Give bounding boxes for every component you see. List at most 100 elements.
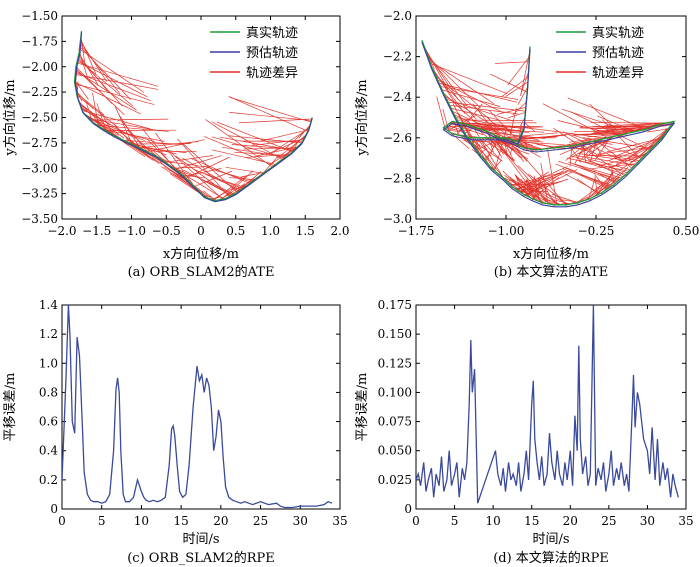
error-line [492,137,515,162]
error-line [477,144,497,173]
error-line [74,83,155,105]
x-axis-label: x方向位移/m [163,246,239,262]
error-line [442,89,501,107]
plot-area [62,305,333,509]
error-line [467,137,503,162]
error-line [446,98,514,122]
y-tick-label: 0.025 [378,473,412,487]
error-line [440,86,519,100]
error-line [478,137,502,161]
error-line [77,60,148,98]
error-line [86,102,93,122]
error-line [75,70,137,111]
error-line [205,119,273,168]
plot-frame [61,304,341,510]
error-line [521,180,552,205]
error-line [95,124,155,142]
y-axis-label: y方向位移/m [354,79,370,156]
y-tick-label: 0.150 [378,327,412,341]
error-line [552,198,571,205]
chart-b: −1.75 −1.00 −0.25 0.50 −2.0 −2.2 −2.4 −2.6 −2.8 −… [354,9,699,280]
error-line [174,168,225,200]
error-line [79,46,132,100]
x-tick-label: 0 [197,224,205,238]
error-line [164,155,213,163]
legend-label: 轨迹差异 [246,66,298,81]
error-line [508,107,517,141]
error-line [246,153,290,158]
x-tick-label: −1.00 [488,224,525,238]
error-line [203,190,217,201]
error-line [80,41,108,82]
error-line [567,97,647,130]
x-tick-label: −2.0 [47,224,76,238]
plot-area [416,305,679,504]
error-line [90,111,101,128]
error-line [114,104,133,145]
plot-frame [415,15,687,220]
error-line [436,96,445,127]
y-tick-label: 0 [50,502,58,516]
chart-c: 0 5 10 15 20 25 30 35 0 0.2 0.4 0.6 0.8 1.0 1.2 1.4 时间/s… [3,298,348,566]
chart-d: 0 5 10 15 20 25 30 35 0 0.025 0.050 0.075 0.100 0.125… [355,298,694,566]
error-line [597,115,636,133]
x-tick-label: 20 [213,514,228,528]
error-line [565,173,601,194]
error-line [524,181,555,206]
error-line [576,184,603,204]
error-line [490,73,528,93]
y-tick-label: −2.75 [21,136,58,150]
error-line [171,152,223,200]
error-line [497,127,523,132]
y-tick-label: −3.25 [21,187,58,201]
error-line [523,127,554,132]
error-line [572,134,643,158]
error-line [76,95,119,128]
error-line [566,157,630,172]
error-line [580,167,618,183]
error-line [75,74,159,90]
error-line [512,102,527,115]
error-line [77,58,134,107]
error-line [526,179,536,200]
error-line [258,129,309,142]
error-line [453,120,460,136]
error-line [582,143,586,163]
y-tick-label: 0.4 [39,444,58,458]
error-line [494,61,530,64]
error-line [450,132,470,150]
error-line [191,158,250,184]
error-line [96,103,107,132]
error-line [578,174,609,189]
y-tick-label: −3.50 [21,212,58,226]
y-tick-label: −2.00 [21,60,58,74]
x-tick-label: 30 [640,514,655,528]
error-line [96,119,108,133]
y-tick-label: −1.50 [21,9,58,23]
error-line [558,160,621,180]
y-tick-label: 0.100 [378,385,412,399]
error-line [456,103,483,135]
chart-caption: (c) ORB_SLAM2的RPE [127,550,275,566]
error-line [574,163,622,179]
legend-label: 预估轨迹 [592,46,644,61]
y-tick-label: −3.00 [21,161,58,175]
error-line [514,174,537,201]
error-line [519,136,557,139]
error-line [75,72,152,101]
x-tick-label: 25 [601,514,616,528]
error-line [590,122,666,124]
error-line [211,121,283,160]
error-line [100,111,115,136]
error-line [540,162,549,204]
error-line [228,135,302,144]
error-line [520,51,531,97]
error-line [586,155,645,157]
plot-frame [415,304,687,510]
error-line [228,95,308,132]
error-line [504,129,524,133]
chart-caption: (d) 本文算法的RPE [493,550,609,566]
error-line [240,171,266,178]
x-tick-label: 30 [293,514,308,528]
y-tick-label: 0 [404,502,412,516]
